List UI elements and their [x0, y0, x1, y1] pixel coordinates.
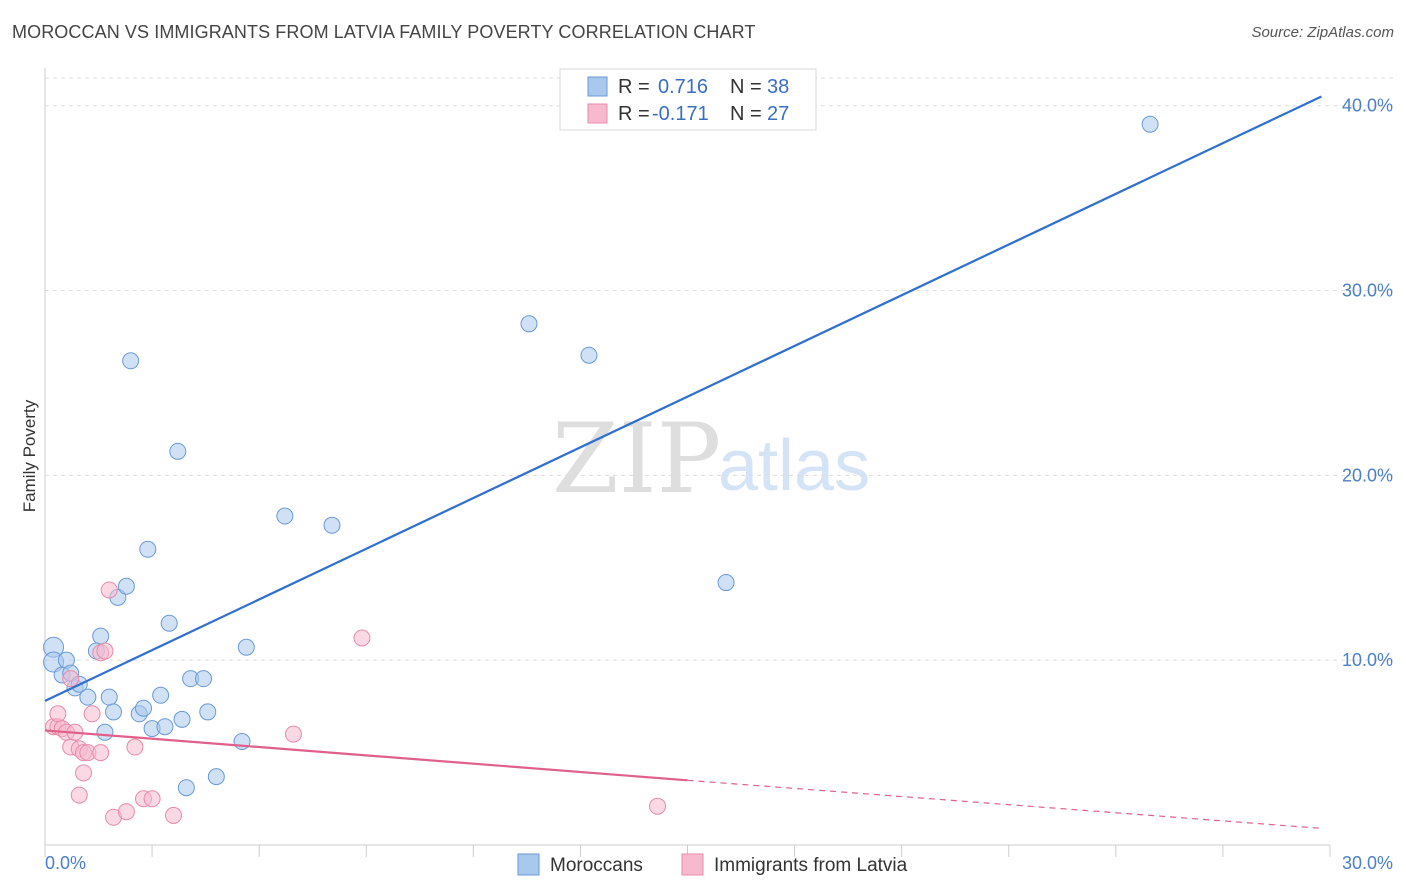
legend-r-value-1: 0.716	[658, 76, 708, 98]
source-label: Source: ZipAtlas.com	[1251, 24, 1394, 41]
bottom-swatch-latvia	[681, 853, 704, 876]
latvia-point	[126, 738, 144, 756]
legend-swatch-latvia	[587, 103, 608, 124]
legend-r-label-2: R =	[618, 103, 650, 125]
moroccan-point	[173, 710, 191, 728]
moroccan-point	[152, 686, 170, 704]
moroccan-point	[105, 703, 123, 721]
latvia-point	[143, 790, 161, 808]
bottom-legend-latvia: Immigrants from Latvia	[714, 855, 908, 876]
axes	[44, 68, 1331, 857]
watermark-atlas: atlas	[718, 426, 870, 506]
latvia-point	[49, 705, 67, 723]
moroccan-point	[717, 574, 735, 592]
moroccan-point	[117, 577, 135, 595]
moroccan-point	[276, 507, 294, 525]
latvia-point	[83, 705, 101, 723]
moroccan-point	[520, 315, 538, 333]
moroccan-point	[177, 779, 195, 797]
legend-n-label-1: N =	[730, 76, 762, 98]
latvia-point	[75, 764, 93, 782]
moroccan-point	[92, 627, 110, 645]
correlation-legend: R = 0.716 N = 38 R = -0.171 N = 27	[559, 68, 817, 131]
legend-r-value-2: -0.171	[652, 103, 709, 125]
trend-lines	[44, 95, 1322, 829]
y-tick-label: 40.0%	[1342, 96, 1393, 116]
latvia-point	[96, 642, 114, 660]
legend-swatch-moroccans	[587, 76, 608, 97]
moroccan-point	[199, 703, 217, 721]
legend-n-label-2: N =	[730, 103, 762, 125]
chart-title: MOROCCAN VS IMMIGRANTS FROM LATVIA FAMIL…	[12, 22, 756, 42]
legend-n-value-1: 38	[767, 76, 789, 98]
moroccan-point	[135, 699, 153, 717]
moroccan-point	[323, 516, 341, 534]
moroccan-trend-line	[44, 95, 1322, 702]
y-axis-label: Family Poverty	[20, 399, 39, 512]
latvia-point	[62, 670, 80, 688]
moroccan-point	[207, 768, 225, 786]
moroccan-point	[79, 688, 97, 706]
moroccan-point	[100, 688, 118, 706]
moroccan-point	[1141, 115, 1159, 133]
series-legend: Moroccans Immigrants from Latvia	[517, 853, 908, 876]
moroccan-point	[194, 670, 212, 688]
tick-labels: 10.0% 20.0% 30.0% 40.0% 0.0% 30.0%	[45, 96, 1393, 873]
legend-n-value-2: 27	[767, 103, 789, 125]
x-tick-label-max: 30.0%	[1342, 853, 1393, 873]
moroccan-point	[580, 346, 598, 364]
latvia-point	[165, 806, 182, 824]
y-tick-label: 30.0%	[1342, 281, 1393, 301]
latvia-trend-extension	[687, 779, 1322, 829]
bottom-swatch-moroccans	[517, 853, 540, 876]
latvia-point	[92, 744, 110, 762]
bottom-legend-moroccans: Moroccans	[550, 855, 643, 876]
gridlines	[45, 77, 1393, 661]
data-points	[43, 115, 1159, 826]
moroccan-point	[160, 614, 178, 632]
y-tick-label: 20.0%	[1342, 465, 1393, 485]
latvia-point	[353, 629, 371, 647]
y-tick-label: 10.0%	[1342, 650, 1393, 670]
legend-r-label-1: R =	[618, 76, 650, 98]
latvia-point	[100, 581, 118, 599]
latvia-point	[284, 725, 302, 743]
latvia-trend-line	[44, 729, 688, 782]
latvia-point	[117, 803, 135, 821]
moroccan-point	[122, 352, 140, 370]
moroccan-point	[237, 638, 255, 656]
moroccan-point	[169, 442, 187, 460]
moroccan-point	[96, 723, 114, 741]
moroccan-point	[139, 540, 157, 558]
latvia-point	[70, 786, 88, 804]
latvia-point	[649, 797, 667, 815]
x-tick-label-min: 0.0%	[45, 853, 86, 873]
moroccan-point	[156, 718, 174, 736]
